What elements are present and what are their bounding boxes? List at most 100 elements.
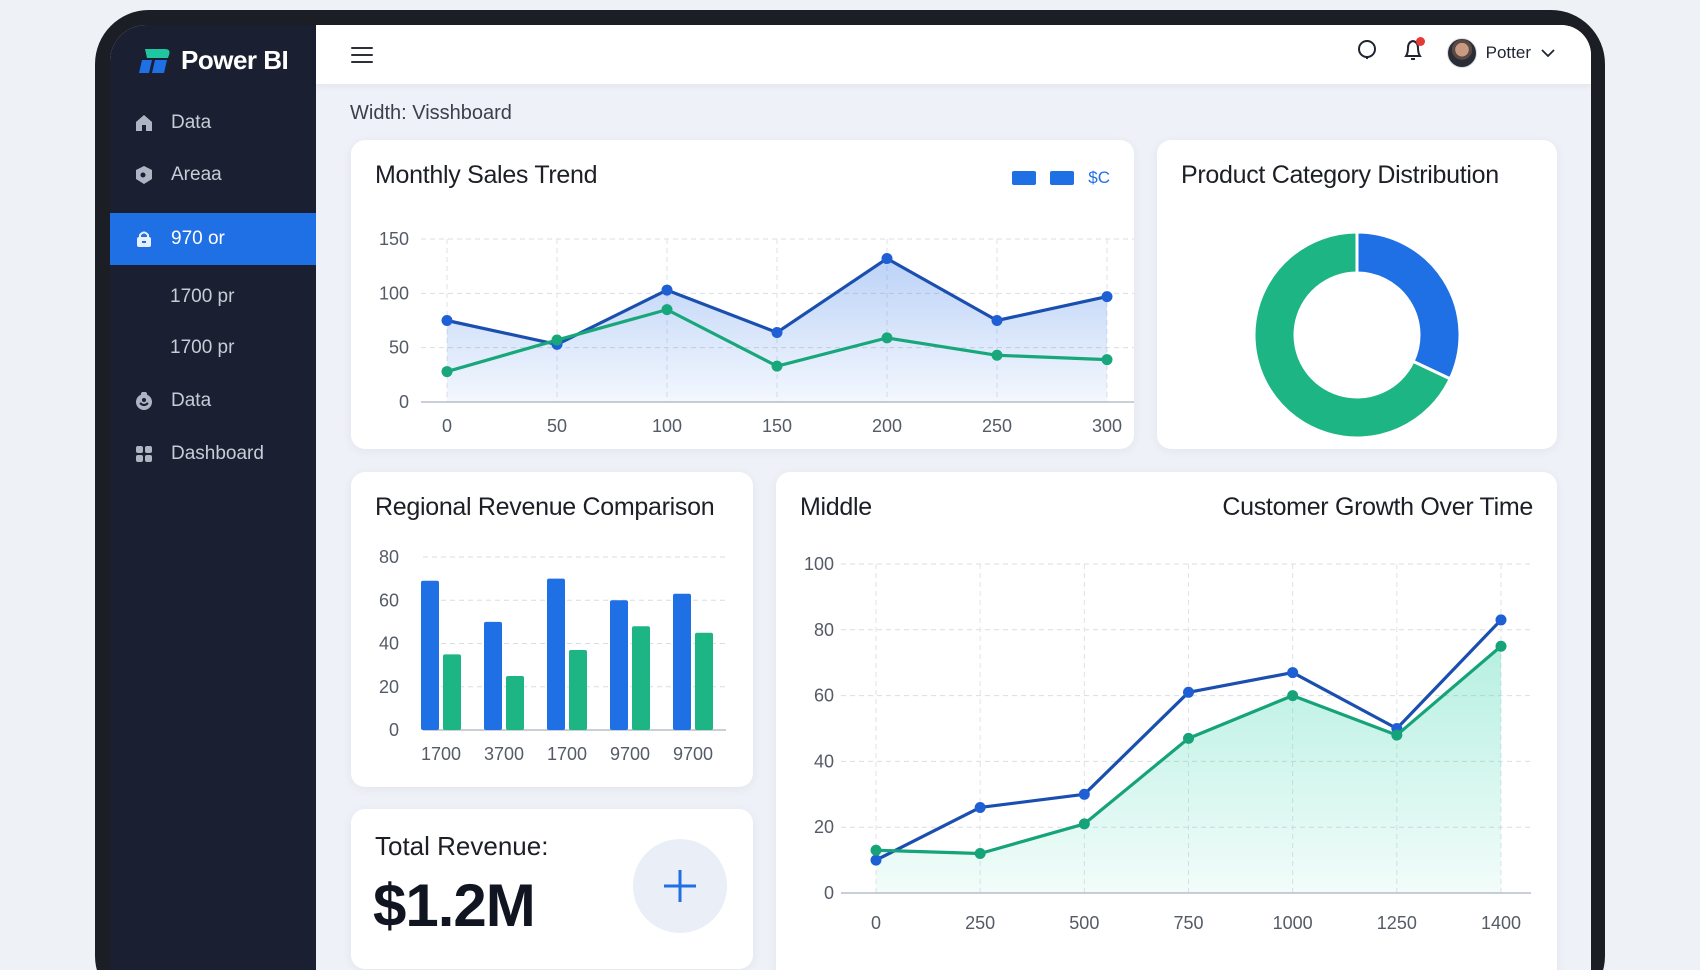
product-category-card: Product Category Distribution (1157, 140, 1557, 449)
x-tick-label: 750 (1173, 913, 1203, 933)
power-bi-logo-icon (139, 48, 170, 73)
x-tick-label: 1700 (421, 744, 461, 764)
add-button[interactable] (633, 839, 727, 933)
x-tick-label: 50 (547, 416, 567, 436)
bar (695, 632, 713, 730)
x-tick-label: 1000 (1273, 913, 1313, 933)
data-point (1078, 788, 1090, 800)
sidebar-item-label: Areaa (171, 164, 222, 185)
x-tick-label: 0 (871, 913, 881, 933)
regional-revenue-card: Regional Revenue Comparison 0 20 40 60 80 170… (351, 472, 753, 787)
data-point (771, 360, 783, 372)
data-point (1287, 690, 1299, 702)
x-tick-label: 100 (652, 416, 682, 436)
sidebar-subitem-1700-pr-2[interactable]: 1700 pr (110, 322, 316, 374)
data-point (1495, 614, 1507, 626)
x-tick-label: 150 (762, 416, 792, 436)
chart-legend[interactable]: $C (1012, 168, 1110, 188)
x-tick-label: 0 (442, 416, 452, 436)
chevron-down-icon (1540, 43, 1556, 63)
sidebar-item-dashboard[interactable]: Dashboard (110, 428, 316, 480)
y-tick-label: 100 (379, 283, 409, 303)
notification-dot (1415, 37, 1425, 46)
x-tick-label: 1400 (1481, 913, 1521, 933)
y-tick-label: 0 (399, 392, 409, 412)
y-tick-label: 80 (814, 620, 834, 640)
data-point (551, 334, 563, 346)
x-tick-label: 9700 (610, 744, 650, 764)
data-point (441, 366, 453, 378)
bar (610, 600, 628, 730)
x-tick-label: 250 (965, 913, 995, 933)
bell-icon[interactable] (1401, 37, 1425, 68)
total-revenue-card: Total Revenue: $1.2M (351, 809, 753, 969)
x-tick-label: 1700 (547, 744, 587, 764)
data-point (1183, 732, 1194, 744)
data-point (441, 315, 453, 326)
sidebar-item-label: 970 or (171, 228, 225, 249)
app-name: Power BI (181, 45, 289, 75)
legend-swatch (1012, 171, 1037, 185)
y-tick-label: 60 (379, 590, 399, 610)
data-point (1101, 354, 1113, 366)
data-point (661, 284, 673, 296)
bar (506, 675, 524, 730)
sidebar-item-label: Data (171, 112, 212, 133)
y-tick-label: 20 (814, 817, 834, 837)
data-point (661, 304, 673, 316)
data-point (974, 801, 986, 813)
bar (547, 578, 565, 730)
sidebar-item-data[interactable]: Data (110, 97, 316, 149)
y-tick-label: 0 (824, 883, 834, 903)
bar (484, 621, 502, 730)
bar (569, 649, 587, 730)
customer-growth-card: Middle Customer Growth Over Time 0 20 40 60… (776, 472, 1557, 970)
data-point (870, 844, 882, 856)
sidebar-item-label: Dashboard (171, 443, 264, 464)
x-tick-label: 300 (1092, 416, 1122, 436)
data-point (991, 315, 1003, 326)
sidebar-item-label: 1700 pr (170, 286, 235, 307)
card-title: Regional Revenue Comparison (375, 493, 715, 521)
y-tick-label: 80 (379, 547, 399, 567)
app-logo[interactable]: Power BI (138, 45, 289, 76)
avatar (1446, 37, 1477, 68)
sidebar: Power BI Data Areaa 970 or 1700 pr 1700 … (110, 25, 316, 970)
grid-icon (133, 443, 155, 465)
legend-label: $C (1088, 168, 1110, 187)
data-point (1287, 667, 1299, 679)
card-title: Customer Growth Over Time (1222, 493, 1533, 521)
y-tick-label: 40 (379, 634, 399, 654)
data-point (974, 848, 986, 860)
legend-swatch (1050, 171, 1075, 185)
search-icon[interactable] (1355, 38, 1379, 67)
user-name: Potter (1485, 42, 1531, 62)
data-point (771, 326, 783, 338)
sidebar-item-label: 1700 pr (170, 337, 235, 358)
card-left-title: Middle (800, 493, 872, 521)
series-area (447, 258, 1107, 402)
bar (443, 654, 461, 730)
plus-icon (664, 870, 696, 902)
sidebar-item-label: Data (171, 390, 212, 411)
x-tick-label: 9700 (673, 744, 713, 764)
hamburger-icon[interactable] (351, 47, 373, 65)
donut-slice (1252, 230, 1453, 440)
card-title: Product Category Distribution (1181, 161, 1499, 189)
y-tick-label: 20 (379, 677, 399, 697)
y-tick-label: 0 (389, 720, 399, 740)
sidebar-item-areas[interactable]: Areaa (110, 149, 316, 201)
card-title: Monthly Sales Trend (375, 161, 598, 189)
data-point (1183, 686, 1194, 698)
data-point (991, 349, 1003, 361)
y-tick-label: 60 (814, 686, 834, 706)
data-point (1495, 640, 1507, 652)
data-point (870, 854, 882, 866)
sidebar-item-970-or[interactable]: 970 or (110, 213, 316, 265)
user-menu[interactable]: Potter (1446, 37, 1556, 68)
x-tick-label: 3700 (484, 744, 524, 764)
sidebar-item-data-2[interactable]: Data (110, 375, 316, 427)
sidebar-subitem-1700-pr[interactable]: 1700 pr (110, 271, 316, 323)
y-tick-label: 100 (804, 554, 834, 574)
